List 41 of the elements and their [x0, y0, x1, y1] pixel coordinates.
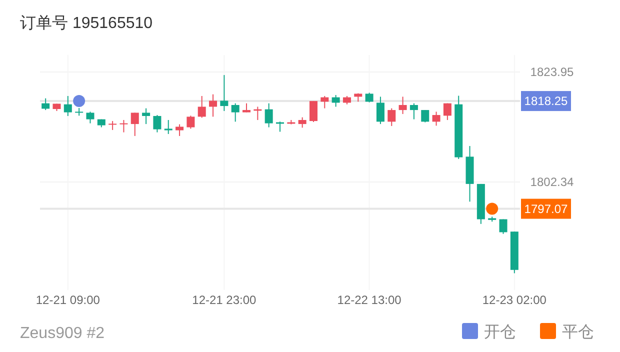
candlestick — [320, 96, 329, 109]
candlestick — [264, 102, 273, 128]
candlestick — [142, 108, 150, 125]
y-tick-label: 1802.34 — [530, 174, 574, 189]
candlestick — [388, 108, 396, 127]
candlestick — [365, 92, 374, 103]
candlestick — [309, 100, 318, 122]
legend-label: 平仓 — [562, 324, 594, 341]
candlestick — [376, 96, 384, 125]
candlestick — [298, 116, 306, 128]
candlestick — [220, 74, 228, 112]
chart-title: 订单号 195165510 — [20, 14, 153, 32]
candlestick — [499, 218, 508, 234]
candlestick — [410, 102, 418, 120]
x-tick-label: 12-21 23:00 — [192, 293, 257, 307]
candlestick — [209, 94, 218, 118]
candlestick — [164, 120, 172, 134]
candlestick — [231, 102, 240, 122]
candlestick — [64, 96, 72, 116]
candlestick — [432, 111, 440, 126]
candlestick — [332, 94, 340, 108]
ref-line-label: 1797.07 — [524, 202, 568, 216]
candlestick — [186, 115, 195, 130]
candlestick — [443, 102, 452, 121]
candlestick — [242, 102, 251, 113]
candlestick — [198, 96, 206, 118]
candlestick — [42, 98, 50, 111]
x-tick-label: 12-22 13:00 — [337, 293, 402, 307]
candlestick — [130, 112, 139, 136]
candlestick — [398, 96, 407, 115]
candlestick — [176, 124, 184, 136]
legend-label: 开仓 — [484, 324, 516, 341]
x-tick-label: 12-21 09:00 — [36, 293, 100, 307]
candlestick — [120, 120, 128, 133]
candlestick — [153, 114, 162, 133]
y-tick-label: 1823.95 — [530, 65, 574, 80]
ref-line-label: 1818.25 — [524, 94, 568, 108]
x-tick-label: 12-23 02:00 — [482, 293, 547, 307]
candlestick — [86, 111, 94, 124]
text: Zeus909 #2 — [20, 325, 105, 342]
candlestick — [421, 110, 430, 123]
